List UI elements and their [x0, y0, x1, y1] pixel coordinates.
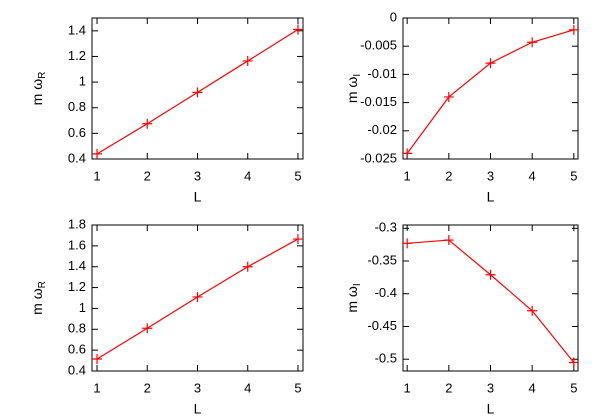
x-tick-label: 1: [404, 380, 411, 395]
y-tick-label: 1.6: [68, 237, 86, 252]
point-marker: [292, 234, 303, 245]
y-tick-label: 0.8: [68, 321, 86, 336]
y-tick-label: -0.02: [367, 122, 397, 137]
x-tick-label: 1: [93, 168, 100, 183]
y-tick-label: 0.8: [68, 99, 86, 114]
x-axis-label: L: [194, 189, 202, 205]
y-tick-label: 1.8: [68, 216, 86, 231]
y-tick-label: -0.015: [360, 94, 397, 109]
x-tick-label: 3: [194, 380, 201, 395]
y-tick-label: -0.35: [367, 252, 397, 267]
y-axis-label-subscript: R: [37, 281, 48, 288]
x-tick-label: 2: [144, 168, 151, 183]
y-axis-label: m ωR: [29, 281, 48, 315]
chart: -0.5 -0.45 -0.4 -0.35 -0.3 1 2 3 4 5 Lm ωI: [344, 220, 579, 417]
y-tick-label: 1.2: [68, 48, 86, 63]
y-axis-label: m ωR: [29, 72, 48, 106]
x-tick-label: 5: [570, 168, 577, 183]
y-tick-label: 0.4: [68, 362, 86, 377]
series-line: [407, 239, 575, 363]
point-marker: [92, 354, 103, 365]
point-marker: [527, 305, 538, 316]
plot-frame: [402, 224, 579, 372]
x-tick-label: 4: [529, 168, 536, 183]
point-marker: [485, 58, 496, 69]
x-tick-label: 5: [294, 380, 301, 395]
y-tick-label: 1: [79, 74, 86, 89]
chart: 0.4 0.6 0.8 1 1.2 1.4 1.6 1.8 1 2 3 4 5 Lm ωR: [29, 216, 304, 417]
y-tick-label: 1.4: [68, 22, 86, 37]
point-marker: [527, 37, 538, 48]
chart: 0.4 0.6 0.8 1 1.2 1.4 1 2 3 4 5 Lm ωR: [29, 17, 304, 205]
x-tick-label: 4: [529, 380, 536, 395]
x-tick-label: 2: [445, 380, 452, 395]
y-tick-label: 1: [79, 300, 86, 315]
point-marker: [242, 261, 253, 272]
y-tick-label: -0.3: [375, 220, 397, 235]
y-tick-label: 0: [390, 9, 397, 24]
x-tick-label: 5: [294, 168, 301, 183]
y-tick-label: 1.2: [68, 279, 86, 294]
point-marker: [192, 87, 203, 98]
x-tick-label: 2: [144, 380, 151, 395]
x-axis-label: L: [487, 189, 495, 205]
x-axis-label: L: [194, 401, 202, 417]
point-marker: [443, 235, 454, 246]
y-axis-label-subscript: R: [37, 72, 48, 79]
y-tick-label: 0.6: [68, 342, 86, 357]
y-tick-label: -0.5: [375, 351, 397, 366]
y-axis-label-main: m ω: [344, 286, 360, 313]
x-tick-label: 3: [487, 168, 494, 183]
y-tick-label: 0.4: [68, 150, 86, 165]
point-marker: [142, 118, 153, 129]
point-marker: [568, 24, 579, 35]
point-marker: [568, 357, 579, 368]
y-axis-label-subscript: I: [352, 283, 363, 286]
y-axis-label-main: m ω: [29, 79, 45, 106]
y-tick-label: -0.01: [367, 66, 397, 81]
x-tick-label: 3: [487, 380, 494, 395]
x-tick-label: 1: [93, 380, 100, 395]
x-tick-label: 2: [445, 168, 452, 183]
chart: -0.025 -0.02 -0.015 -0.01 -0.005 0 1 2 3 4 5 Lm ωI: [344, 9, 579, 205]
y-tick-label: -0.45: [367, 318, 397, 333]
series-line: [406, 29, 575, 154]
point-marker: [402, 238, 413, 249]
x-axis-label: L: [487, 401, 495, 417]
point-marker: [292, 24, 303, 35]
point-marker: [92, 148, 103, 159]
y-tick-label: -0.4: [375, 285, 397, 300]
point-marker: [402, 148, 413, 159]
x-tick-label: 4: [244, 380, 251, 395]
point-marker: [242, 55, 253, 66]
point-marker: [142, 323, 153, 334]
y-axis-label: m ωI: [344, 74, 363, 103]
y-axis-label: m ωI: [344, 283, 363, 312]
y-axis-label-main: m ω: [344, 77, 360, 104]
y-tick-label: 0.6: [68, 125, 86, 140]
x-tick-label: 5: [570, 380, 577, 395]
x-tick-label: 1: [404, 168, 411, 183]
point-marker: [443, 91, 454, 102]
x-tick-label: 4: [244, 168, 251, 183]
y-axis-label-main: m ω: [29, 288, 45, 315]
y-tick-label: -0.005: [360, 38, 397, 53]
x-tick-label: 3: [194, 168, 201, 183]
y-tick-label: -0.025: [360, 150, 397, 165]
y-tick-label: 1.4: [68, 258, 86, 273]
y-axis-label-subscript: I: [352, 74, 363, 77]
plot-frame: [402, 17, 579, 160]
point-marker: [192, 291, 203, 302]
point-marker: [485, 269, 496, 280]
